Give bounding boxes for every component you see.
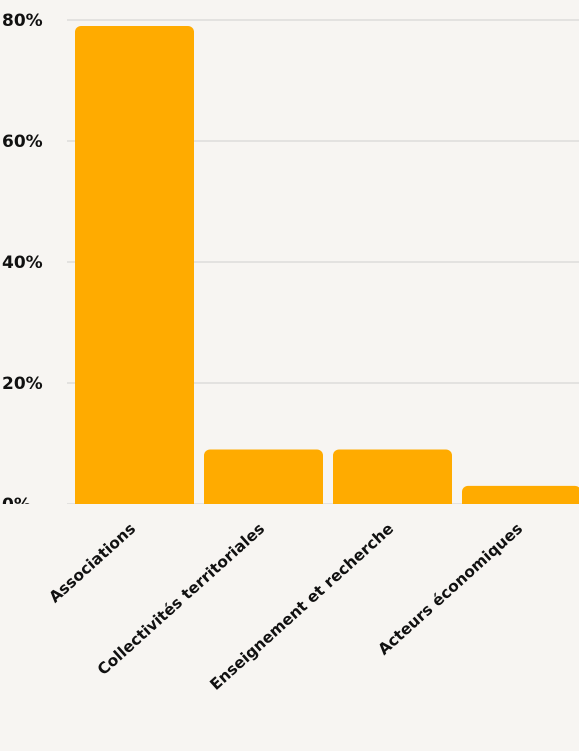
- bar-collectivit-s-territoriales: [204, 449, 323, 510]
- y-tick-label-60: 60%: [2, 132, 43, 152]
- y-tick-label-40: 40%: [2, 253, 43, 273]
- bar-associations: [75, 26, 194, 511]
- bars: [0, 26, 579, 514]
- y-axis: 0% 20% 40% 60% 80%: [2, 11, 43, 515]
- y-tick-label-20: 20%: [2, 374, 43, 394]
- bar-enseignement-et-recherche: [333, 449, 452, 510]
- x-category-label-acteurs: Acteurs économiques: [375, 520, 527, 659]
- x-category-label-associations: Associations: [46, 520, 140, 607]
- bar-acteurs-conomiques: [462, 485, 579, 510]
- y-tick-label-80: 80%: [2, 11, 43, 31]
- x-axis: Associations Collectivités territoriales…: [46, 520, 527, 694]
- baseline-mask: [0, 504, 579, 514]
